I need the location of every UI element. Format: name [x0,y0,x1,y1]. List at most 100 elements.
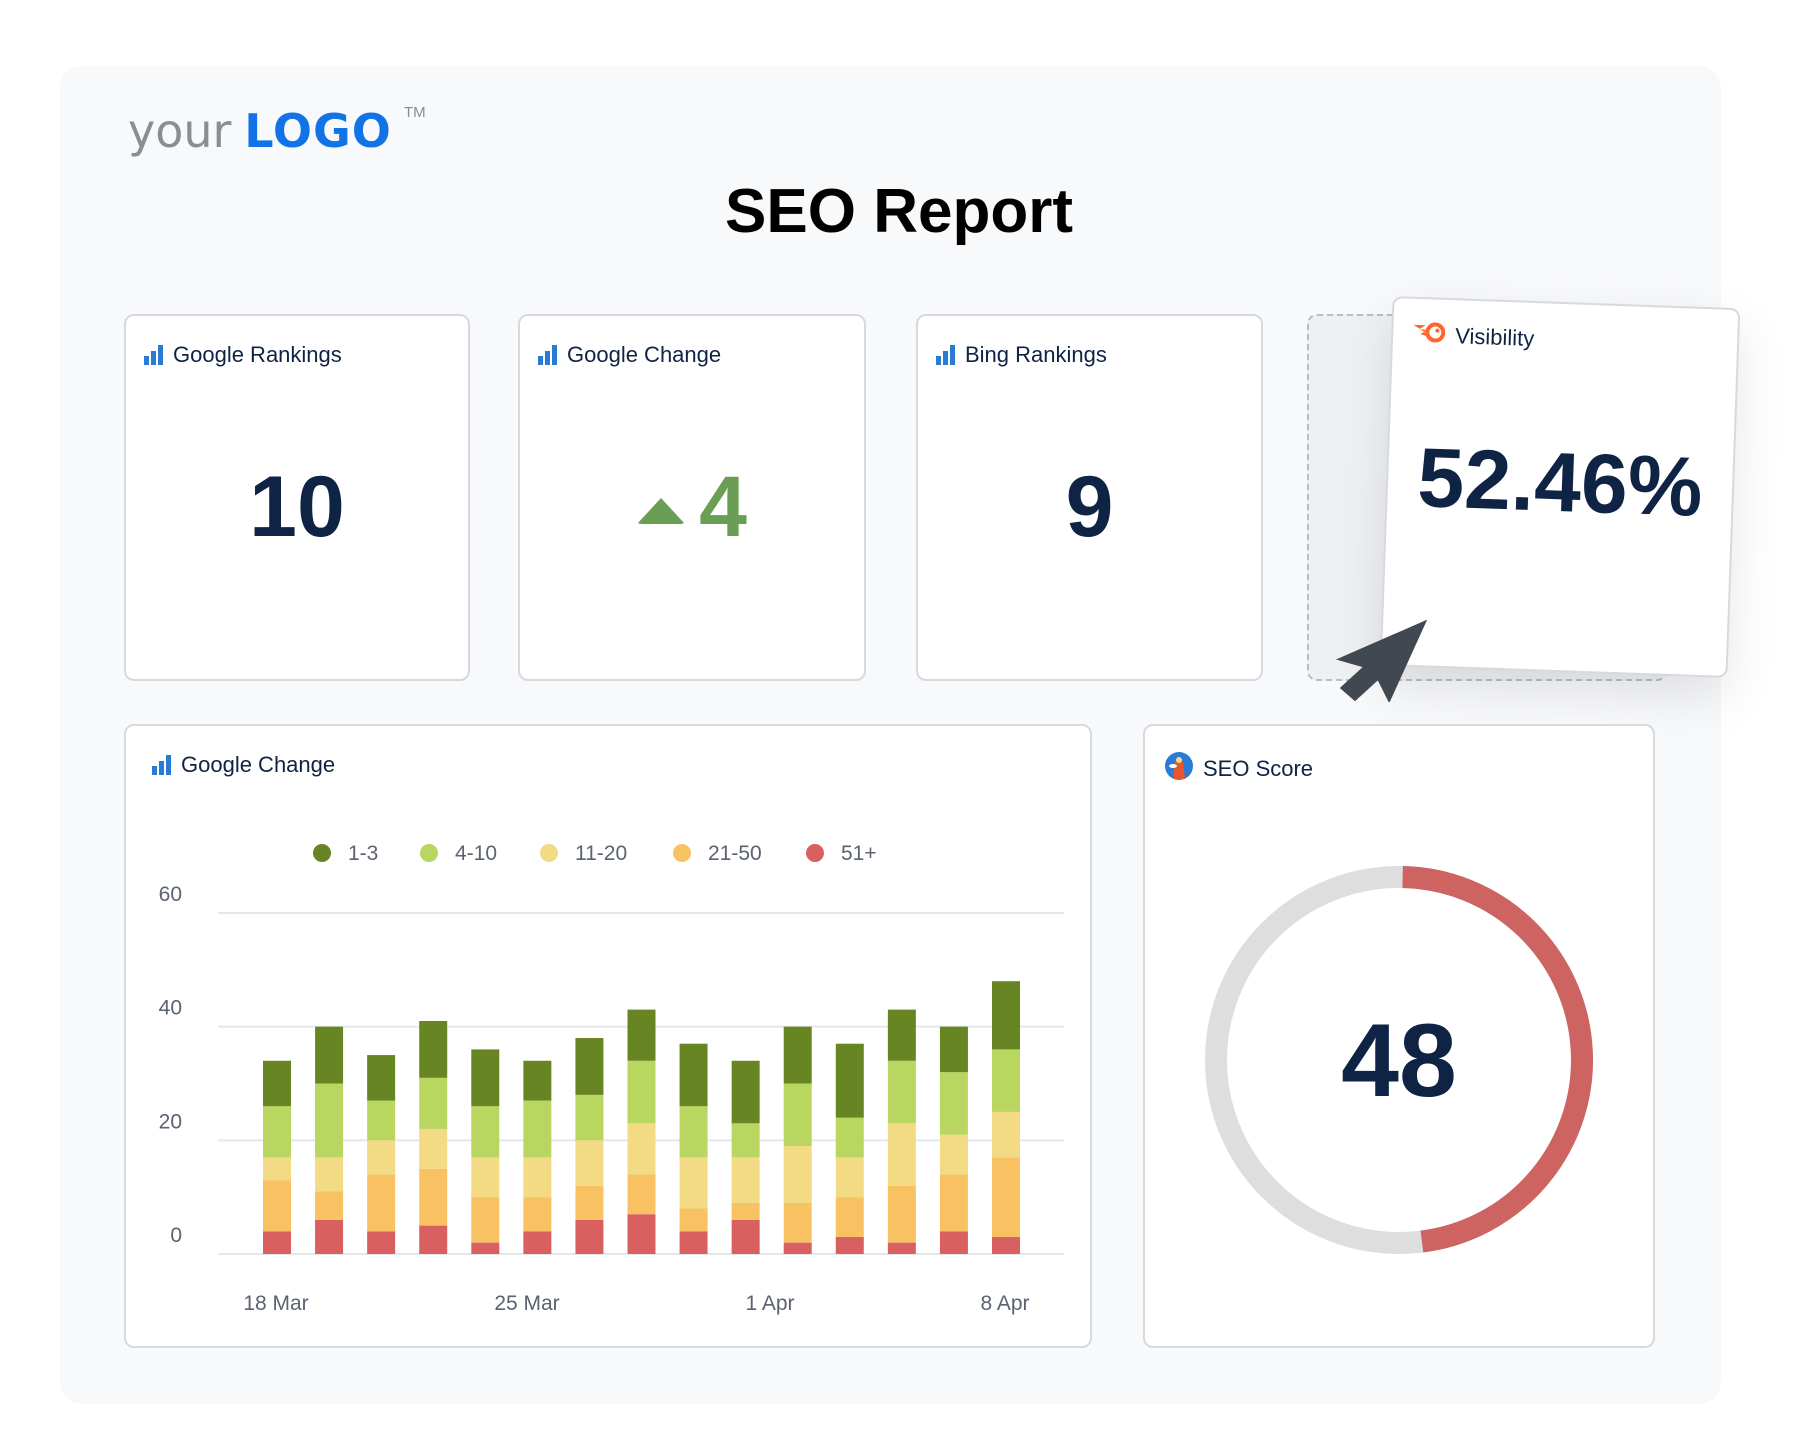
bar-segment-1-3 [315,1026,344,1084]
bar-segment-51+ [627,1214,656,1254]
page-title: SEO Report [725,177,1073,246]
bar-segment-51+ [575,1219,604,1254]
bar-segment-4-10 [939,1072,968,1135]
bar-segment-51+ [419,1225,448,1254]
bar-segment-1-3 [367,1055,396,1101]
bar-segment-11-20 [992,1111,1020,1158]
seo-score-value: 48 [1341,1003,1457,1119]
chart-panel-title: Google Change [181,752,336,777]
legend-label: 1-3 [348,842,378,865]
bar-segment-11-20 [471,1157,500,1198]
legend-marker [420,844,438,862]
logo: your LOGO TM [128,104,426,158]
legend-marker [540,844,558,862]
bar-segment-51+ [835,1236,864,1254]
bar-segment-1-3 [419,1020,448,1078]
bar-segment-21-50 [887,1185,916,1243]
bar-segment-51+ [679,1231,708,1254]
legend-marker [673,844,691,862]
bar-segment-4-10 [315,1083,344,1158]
bar-segment-21-50 [471,1197,500,1243]
x-tick-label: 1 Apr [745,1292,794,1315]
bar-segment-1-3 [263,1060,291,1107]
bar-segment-4-10 [887,1060,916,1124]
bar-segment-21-50 [419,1168,448,1226]
donut-value-arc [1402,866,1593,1253]
card-label: Google Rankings [173,342,342,367]
bar-chart-icon [538,345,557,365]
legend-marker [313,844,331,862]
bar-chart-icon [936,345,955,365]
x-tick-label: 25 Mar [494,1292,559,1315]
card-value-container: 4 [520,316,864,679]
bar-segment-51+ [315,1219,344,1254]
bar-segment-51+ [523,1231,552,1254]
bar-segment-21-50 [679,1208,708,1232]
bar-segment-11-20 [887,1123,916,1186]
legend-label: 51+ [841,842,877,865]
bar-segment-4-10 [263,1106,291,1158]
bar-segment-11-20 [367,1140,396,1175]
seo-score-title: SEO Score [1203,756,1314,781]
card-google-rankings[interactable]: Google Rankings 10 [124,314,470,681]
bar-segment-51+ [731,1219,760,1254]
arrow-up-icon [637,497,686,524]
bar-segment-4-10 [367,1100,396,1141]
bar-segment-11-20 [731,1157,760,1203]
bar-segment-1-3 [835,1043,864,1118]
bar-segment-4-10 [835,1117,864,1158]
bar-segment-11-20 [575,1140,604,1186]
legend-label: 21-50 [708,842,762,865]
bar-segment-11-20 [627,1123,656,1175]
bar-segment-51+ [471,1242,500,1254]
bar-segment-51+ [992,1236,1020,1254]
card-value: 9 [1065,459,1114,555]
semrush-icon [1411,321,1446,350]
legend-label: 11-20 [575,842,627,865]
card-label: Bing Rankings [965,342,1107,367]
bar-segment-21-50 [783,1202,812,1243]
card-bing-rankings[interactable]: Bing Rankings 9 [916,314,1263,681]
card-label: Google Change [567,342,722,367]
legend-label: 4-10 [455,842,497,865]
bar-segment-11-20 [679,1157,708,1209]
bar-segment-11-20 [263,1157,291,1181]
bar-segment-4-10 [627,1060,656,1124]
y-tick-label: 60 [159,883,182,906]
logo-mark: LOGO [244,104,392,158]
bar-segment-4-10 [471,1106,500,1158]
y-tick-label: 0 [170,1224,182,1247]
logo-tm: TM [404,104,426,121]
bar-segment-1-3 [679,1043,708,1107]
bar-segment-11-20 [939,1134,968,1175]
bar-segment-1-3 [783,1026,812,1084]
bar-segment-4-10 [992,1049,1020,1112]
bar-segment-51+ [263,1231,291,1254]
bar-segment-51+ [783,1242,812,1254]
bar-segment-4-10 [523,1100,552,1158]
bar-segment-11-20 [523,1157,552,1198]
bar-segment-21-50 [523,1197,552,1232]
mouse-pointer-icon [1336,612,1436,707]
bar-chart-icon [144,345,163,365]
bar-segment-1-3 [939,1026,968,1073]
bar-segment-11-20 [783,1146,812,1203]
bar-segment-21-50 [992,1157,1020,1237]
card-google-change[interactable]: Google Change 4 [518,314,866,681]
bar-segment-11-20 [419,1128,448,1169]
y-tick-label: 40 [159,997,182,1020]
bar-segment-51+ [367,1231,396,1254]
bar-segment-1-3 [731,1060,760,1124]
x-tick-label: 8 Apr [980,1292,1029,1315]
logo-prefix: your [128,104,232,158]
card-visibility[interactable]: Visibility 52.46% [1379,296,1741,678]
bar-segment-4-10 [419,1077,448,1129]
bar-segment-21-50 [315,1191,344,1220]
bar-segment-11-20 [835,1157,864,1198]
bar-segment-1-3 [992,981,1020,1050]
bar-segment-1-3 [627,1009,656,1061]
bar-segment-4-10 [575,1094,604,1141]
bar-segment-1-3 [887,1009,916,1061]
x-tick-label: 18 Mar [243,1292,308,1315]
